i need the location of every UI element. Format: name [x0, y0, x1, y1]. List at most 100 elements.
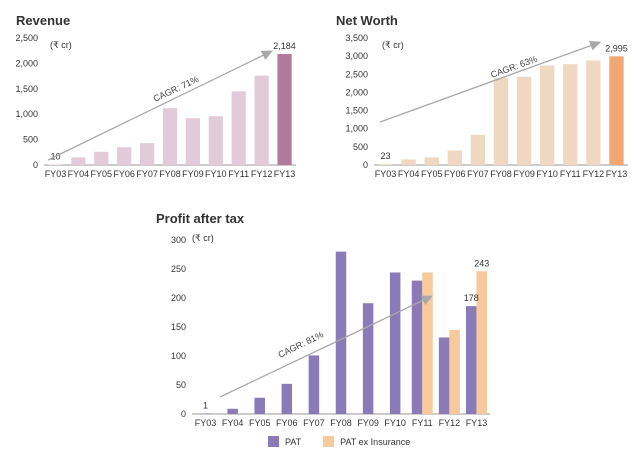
revenue-bar-fy08: [162, 108, 178, 165]
revenue-bar-fy04: [71, 157, 86, 165]
pat-xtick-fy05: FY05: [249, 418, 271, 428]
revenue-bar-fy10: [208, 116, 223, 165]
pat-ytick-label: 50: [176, 380, 186, 390]
networth-ytick-label: 3,500: [345, 33, 368, 43]
networth-xtick-fy10: FY10: [536, 169, 558, 179]
networth-unit-label: (₹ cr): [382, 40, 404, 50]
pat-bar-pat-ex-insurance-fy12: [449, 329, 460, 414]
pat-data-label: 243: [474, 258, 489, 268]
networth-cagr-arrow-line: [379, 42, 599, 123]
revenue-ytick-label: 2,000: [15, 58, 38, 68]
networth-ytick-label: 2,000: [345, 87, 368, 97]
revenue-bar-fy07: [139, 143, 155, 165]
pat-unit-label: (₹ cr): [192, 233, 214, 243]
pat-bar-pat-fy08: [335, 251, 347, 414]
pat-ytick-label: 0: [181, 409, 186, 419]
pat-xtick-fy06: FY06: [276, 418, 298, 428]
pat-xtick-fy10: FY10: [384, 418, 406, 428]
networth-xtick-fy04: FY04: [398, 169, 420, 179]
pat-xtick-fy04: FY04: [222, 418, 244, 428]
pat-title: Profit after tax: [156, 211, 245, 226]
revenue-xtick-fy07: FY07: [136, 169, 158, 179]
revenue-ytick-label: 2,500: [15, 33, 38, 43]
revenue-xtick-fy12: FY12: [251, 169, 273, 179]
revenue-cagr-arrow-head: [260, 50, 273, 60]
networth-bar-fy03: [378, 164, 393, 165]
networth-xtick-fy03: FY03: [375, 169, 397, 179]
legend-label-pat-ex-insurance: PAT ex Insurance: [340, 436, 411, 447]
pat-xtick-fy08: FY08: [330, 418, 352, 428]
revenue-xtick-fy13: FY13: [274, 169, 296, 179]
revenue-ytick-label: 0: [33, 160, 38, 170]
revenue-bar-fy13: [277, 54, 292, 166]
pat-ytick-label: 250: [171, 264, 186, 274]
legend-swatch-pat-ex-insurance: [323, 436, 335, 447]
revenue-xtick-fy08: FY08: [159, 169, 181, 179]
networth-bar-fy12: [586, 60, 601, 165]
networth-bar-fy13: [609, 56, 624, 165]
networth-xtick-fy05: FY05: [421, 169, 443, 179]
pat-data-label: 178: [464, 293, 479, 303]
networth-bar-fy07: [470, 134, 486, 165]
revenue-bar-fy05: [94, 151, 109, 165]
networth-xtick-fy12: FY12: [583, 169, 605, 179]
revenue-bar-fy11: [231, 91, 246, 165]
networth-chart: Net Worth 0 500 1,000 1,500 2,000 2,500 3,000 3…: [0, 0, 642, 200]
networth-ytick-label: 3,000: [345, 51, 368, 61]
revenue-cagr-arrow-line: [47, 51, 271, 161]
revenue-ytick-label: 500: [23, 135, 38, 145]
networth-bar-fy05: [424, 157, 439, 165]
pat-bar-pat-fy13: [465, 306, 477, 414]
pat-cagr-arrow-head: [420, 295, 433, 305]
legend-swatch-pat: [268, 436, 279, 447]
networth-ytick-label: 1,000: [345, 124, 368, 134]
pat-bar-pat-fy07: [308, 355, 320, 414]
revenue-unit-label: (₹ cr): [50, 40, 72, 50]
networth-ytick-label: 1,500: [345, 106, 368, 116]
legend-item-pat: PAT: [268, 436, 301, 447]
networth-ytick-label: 0: [363, 160, 368, 170]
pat-ytick-label: 200: [171, 293, 186, 303]
networth-bar-fy06: [447, 150, 462, 165]
pat-bar-pat-ex-insurance-fy13: [476, 271, 487, 414]
pat-bar-pat-fy05: [254, 397, 265, 414]
revenue-ytick-label: 1,000: [15, 109, 38, 119]
revenue-bar-fy09: [185, 118, 201, 165]
pat-bar-pat-fy10: [389, 272, 401, 414]
networth-xtick-fy07: FY07: [467, 169, 489, 179]
pat-xtick-fy13: FY13: [466, 418, 488, 428]
revenue-bar-fy03: [48, 164, 63, 165]
networth-xtick-fy08: FY08: [490, 169, 512, 179]
networth-xtick-fy09: FY09: [513, 169, 535, 179]
networth-bar-fy09: [516, 76, 532, 165]
pat-data-label: 1: [203, 400, 208, 410]
revenue-xtick-fy11: FY11: [228, 169, 249, 179]
networth-plot: 0 500 1,000 1,500 2,000 2,500 3,000 3,500 (₹ cr)…: [345, 33, 628, 179]
pat-xtick-fy03: FY03: [195, 418, 217, 428]
pat-ytick-label: 300: [171, 235, 186, 245]
legend-label-pat: PAT: [285, 436, 302, 447]
networth-title: Net Worth: [336, 13, 398, 28]
revenue-xtick-fy10: FY10: [205, 169, 227, 179]
revenue-ytick-label: 1,500: [15, 84, 38, 94]
pat-legend: PAT PAT ex Insurance: [268, 436, 432, 447]
revenue-xtick-fy03: FY03: [45, 169, 67, 179]
pat-bar-pat-fy12: [438, 337, 450, 414]
pat-bar-pat-fy11: [411, 280, 423, 414]
networth-bar-fy08: [493, 77, 509, 165]
revenue-data-label: 2,184: [273, 41, 296, 51]
revenue-bar-fy06: [117, 147, 132, 165]
pat-cagr-arrow-line: [219, 296, 431, 398]
networth-xtick-fy06: FY06: [444, 169, 466, 179]
networth-cagr-arrow-head: [589, 40, 602, 51]
pat-bar-pat-fy06: [281, 383, 293, 414]
networth-bar-fy04: [401, 159, 416, 165]
networth-ytick-label: 2,500: [345, 69, 368, 79]
pat-bar-pat-ex-insurance-fy11: [422, 272, 433, 414]
pat-xtick-fy07: FY07: [303, 418, 325, 428]
revenue-xtick-fy05: FY05: [91, 169, 113, 179]
pat-bar-pat-fy04: [227, 408, 238, 414]
